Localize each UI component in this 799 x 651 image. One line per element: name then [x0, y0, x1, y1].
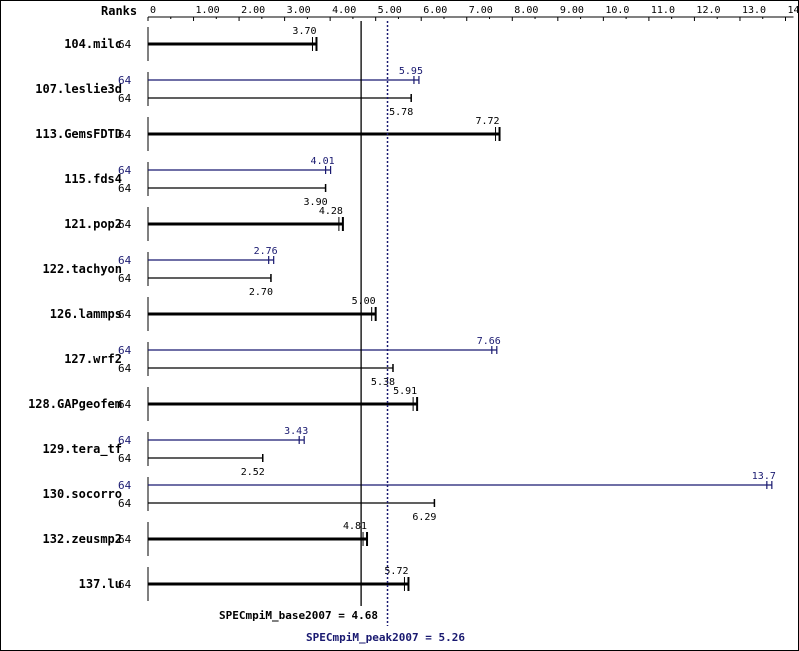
base-value-label: 4.28	[319, 206, 343, 217]
base-ranks: 64	[118, 92, 132, 105]
benchmark-name: 107.leslie3d	[35, 82, 122, 96]
benchmark-name: 113.GemsFDTD	[35, 127, 122, 141]
benchmark-name: 132.zeusmp2	[43, 532, 122, 546]
base-value-label: 5.72	[384, 566, 408, 577]
x-tick-label: 6.00	[423, 5, 447, 16]
peak-value-label: 2.76	[254, 246, 278, 257]
x-tick-label: 12.0	[696, 5, 720, 16]
benchmark-name: 104.milc	[64, 37, 122, 51]
base-value-label: 5.38	[371, 377, 395, 388]
peak-ranks: 64	[118, 434, 132, 447]
x-tick-label: 11.0	[651, 5, 675, 16]
peak-ranks: 64	[118, 74, 132, 87]
base-value-label: 3.90	[304, 197, 328, 208]
base-summary-label: SPECmpiM_base2007 = 4.68	[219, 609, 378, 622]
x-tick-label: 10.0	[605, 5, 629, 16]
x-tick-label: 14.0	[788, 5, 799, 16]
base-value-label: 4.81	[343, 521, 367, 532]
benchmark-name: 127.wrf2	[64, 352, 122, 366]
x-tick-label: 0	[150, 5, 156, 16]
peak-value-label: 5.95	[399, 66, 423, 77]
x-tick-label: 2.00	[241, 5, 265, 16]
reference-lines	[360, 21, 389, 626]
peak-value-label: 7.66	[477, 336, 501, 347]
base-value-label: 7.72	[475, 116, 499, 127]
peak-ranks: 64	[118, 164, 132, 177]
peak-ranks: 64	[118, 479, 132, 492]
base-ranks: 64	[118, 272, 132, 285]
base-ranks: 64	[118, 308, 132, 321]
x-tick-label: 4.00	[332, 5, 356, 16]
base-ranks: 64	[118, 398, 132, 411]
peak-ranks: 64	[118, 344, 132, 357]
benchmark-rows: 104.milc643.70107.leslie3d645.95645.7811…	[28, 26, 776, 601]
benchmark-name: 121.pop2	[64, 217, 122, 231]
x-tick-label: 5.00	[378, 5, 402, 16]
base-ranks: 64	[118, 578, 132, 591]
x-tick-label: 1.00	[196, 5, 220, 16]
x-tick-label: 8.00	[514, 5, 538, 16]
base-ranks: 64	[118, 182, 132, 195]
benchmark-name: 129.tera_tf	[43, 442, 122, 457]
base-value-label: 2.52	[241, 467, 265, 478]
x-tick-label: 13.0	[742, 5, 766, 16]
base-value-label: 6.29	[412, 512, 436, 523]
benchmark-name: 128.GAPgeofem	[28, 397, 122, 411]
base-ranks: 64	[118, 218, 132, 231]
peak-value-label: 3.43	[284, 426, 308, 437]
base-ranks: 64	[118, 533, 132, 546]
base-ranks: 64	[118, 38, 132, 51]
peak-value-label: 13.7	[752, 471, 776, 482]
peak-value-label: 4.01	[311, 156, 335, 167]
peak-ranks: 64	[118, 254, 132, 267]
ranks-header: Ranks	[101, 4, 137, 18]
base-value-label: 5.78	[389, 107, 413, 118]
base-value-label: 5.91	[393, 386, 417, 397]
benchmark-name: 115.fds4	[64, 172, 122, 186]
x-tick-label: 3.00	[287, 5, 311, 16]
base-value-label: 3.70	[292, 26, 316, 37]
x-tick-label: 7.00	[469, 5, 493, 16]
base-value-label: 5.00	[352, 296, 376, 307]
base-ranks: 64	[118, 362, 132, 375]
peak-summary-label: SPECmpiM_peak2007 = 5.26	[306, 631, 465, 644]
benchmark-name: 122.tachyon	[43, 262, 122, 276]
base-ranks: 64	[118, 128, 132, 141]
base-ranks: 64	[118, 452, 132, 465]
x-tick-label: 9.00	[560, 5, 584, 16]
x-axis: 0 1.00 2.00 3.00 4.00 5.00 6.00 7.00 8.00 9.00 10.…	[147, 5, 799, 21]
base-ranks: 64	[118, 497, 132, 510]
benchmark-name: 130.socorro	[43, 487, 122, 501]
benchmark-name: 126.lammps	[50, 307, 122, 321]
base-value-label: 2.70	[249, 287, 273, 298]
benchmark-name: 137.lu	[79, 577, 122, 591]
